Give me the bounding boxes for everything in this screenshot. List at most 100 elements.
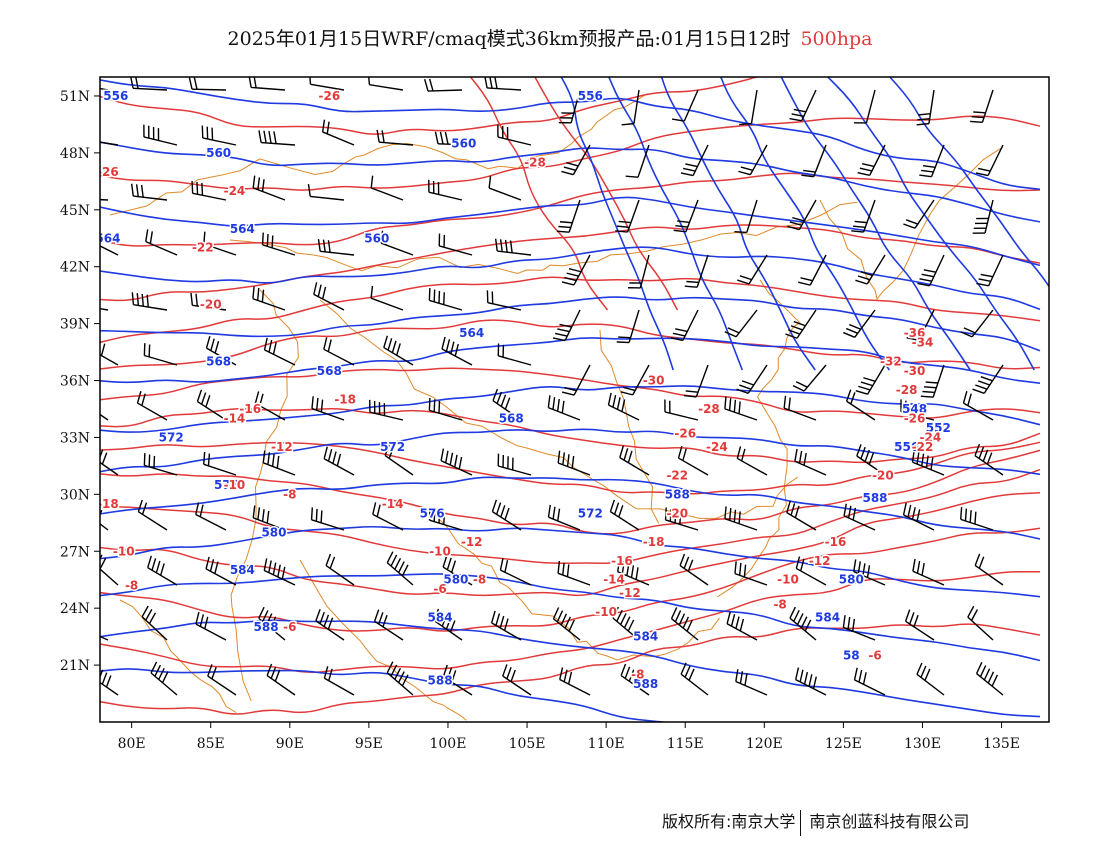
wind-barb xyxy=(962,390,994,421)
wind-barb xyxy=(203,231,237,256)
wind-barb xyxy=(726,611,758,641)
temperature-contour xyxy=(100,623,1041,715)
y-axis: 51N 48N 45N 42N 39N 36N 33N 30N 27N 24N 21N xyxy=(60,89,100,674)
copyright-left: 版权所有:南京大学 xyxy=(662,812,796,831)
height-label: 588 xyxy=(665,487,690,501)
temperature-contour xyxy=(100,319,1041,370)
border-line xyxy=(439,519,720,661)
wind-barb xyxy=(670,309,699,342)
map-frame xyxy=(99,76,1050,723)
temperature-label: -10 xyxy=(777,573,799,587)
wind-barb xyxy=(736,446,768,476)
wind-barb xyxy=(903,199,935,229)
height-label: 584 xyxy=(428,611,453,625)
wind-barb xyxy=(263,337,296,366)
height-contour xyxy=(780,77,971,371)
wind-barb xyxy=(100,509,109,531)
wind-barb xyxy=(854,89,876,124)
wind-barb xyxy=(370,285,404,311)
wind-barb xyxy=(442,664,473,696)
wind-barb xyxy=(857,144,886,177)
height-contour xyxy=(100,79,1041,191)
border-line xyxy=(119,599,237,713)
temperature-label: -6 xyxy=(283,620,296,634)
x-tick-label: 130E xyxy=(904,736,941,752)
wind-barb xyxy=(671,89,699,122)
wind-barb xyxy=(795,556,827,586)
wind-barb xyxy=(900,399,935,421)
wind-barb xyxy=(484,77,522,91)
height-contour xyxy=(100,573,1041,662)
temperature-label: -10 xyxy=(113,544,135,558)
height-label: 560 xyxy=(451,136,476,150)
wind-barb xyxy=(143,124,178,146)
wind-barb xyxy=(100,341,119,366)
wind-barb xyxy=(130,183,168,201)
y-tick-label: 42N xyxy=(60,260,90,276)
wind-barb xyxy=(975,144,1004,177)
wind-barb xyxy=(262,450,296,476)
wind-barb xyxy=(141,605,168,641)
wind-barb xyxy=(195,502,227,531)
wind-barb xyxy=(433,608,463,641)
y-tick-label: 39N xyxy=(60,317,90,333)
temperature-contour xyxy=(100,115,1041,191)
x-tick-label: 105E xyxy=(509,736,546,752)
wind-barb xyxy=(609,499,640,531)
pressure-level: 500hpa xyxy=(800,28,873,50)
wind-barb xyxy=(310,507,345,531)
wind-barb xyxy=(620,364,650,396)
height-label: 576 xyxy=(420,506,445,520)
height-label: 548 xyxy=(902,402,927,416)
wind-barb xyxy=(960,309,994,338)
wind-barb xyxy=(497,453,532,476)
height-label: 556 xyxy=(578,89,603,103)
height-label: 58 xyxy=(843,649,860,663)
wind-barb xyxy=(130,77,168,91)
wind-barb xyxy=(547,504,581,531)
x-tick-label: 135E xyxy=(983,736,1020,752)
wind-barb xyxy=(321,119,355,146)
wind-barb xyxy=(494,238,532,256)
wind-barb xyxy=(558,89,581,124)
wind-barb xyxy=(783,395,817,421)
height-label: 564 xyxy=(230,222,255,236)
wind-barb xyxy=(853,559,886,586)
wind-barb xyxy=(920,364,945,398)
wind-barb xyxy=(203,451,237,476)
wind-barb xyxy=(207,664,237,696)
x-tick-label: 100E xyxy=(429,736,466,752)
height-contour xyxy=(100,246,1041,311)
height-label: 572 xyxy=(578,506,603,520)
temperature-contour xyxy=(100,570,1041,673)
x-tick-label: 125E xyxy=(825,736,862,752)
temperature-label: -18 xyxy=(97,497,119,511)
wind-barb xyxy=(428,397,463,421)
height-contour xyxy=(100,141,1041,223)
wind-barb xyxy=(616,309,640,344)
wind-barb xyxy=(664,507,699,531)
height-label: 556 xyxy=(894,440,919,454)
temperature-label: -14 xyxy=(603,573,625,587)
wind-barb xyxy=(976,254,1004,287)
temperature-label: -24 xyxy=(706,440,728,454)
wind-barb xyxy=(252,286,286,311)
wind-barb xyxy=(856,444,886,476)
wind-barb xyxy=(789,89,817,122)
height-contour xyxy=(826,77,1035,371)
wind-barb xyxy=(619,445,650,476)
temperature-label: -22 xyxy=(666,468,688,482)
wind-barb xyxy=(607,392,640,421)
temperature-contour xyxy=(534,77,679,311)
wind-barb xyxy=(100,635,109,641)
wind-barb xyxy=(917,254,945,287)
temperature-label: -12 xyxy=(809,554,831,568)
wind-barb xyxy=(680,144,709,177)
temperature-contour xyxy=(100,527,1041,632)
wind-barb xyxy=(967,605,994,641)
wind-barb xyxy=(137,499,168,531)
wind-barb xyxy=(369,399,404,421)
height-contour xyxy=(100,385,1041,433)
temperature-label: -8 xyxy=(125,578,138,592)
height-label: 568 xyxy=(206,355,231,369)
